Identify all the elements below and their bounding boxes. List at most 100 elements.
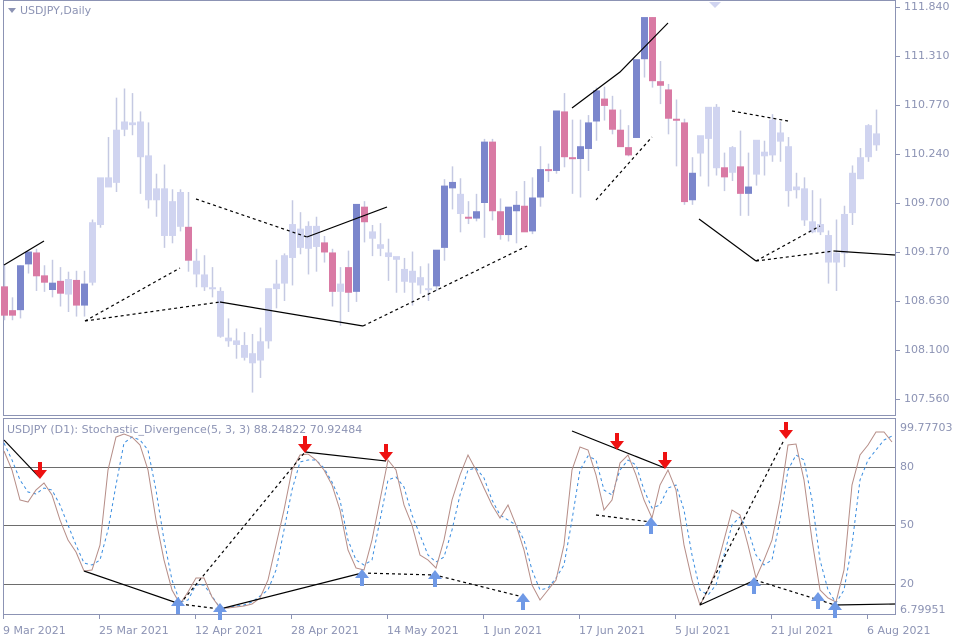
candle-body <box>113 129 120 183</box>
candle-body <box>473 211 480 219</box>
indicator-divergence-line <box>699 439 785 606</box>
buy-arrow-icon <box>516 593 530 610</box>
candle-body <box>713 106 720 169</box>
price-tick-label: 108.630 <box>904 294 950 307</box>
indicator-pane-frame <box>3 418 896 615</box>
candle-body <box>697 135 704 154</box>
candle-body <box>65 279 72 295</box>
candle-body <box>745 186 752 194</box>
collapse-triangle-icon[interactable] <box>8 8 16 13</box>
symbol-title-text: USDJPY,Daily <box>20 4 92 17</box>
main-line <box>3 431 893 609</box>
candle-body <box>201 274 208 288</box>
candle-body <box>609 109 616 130</box>
candle-body <box>385 252 392 258</box>
chart-shift-marker-icon[interactable] <box>709 2 721 8</box>
candle-body <box>57 280 64 294</box>
candle-body <box>753 139 760 175</box>
indicator-divergence-line <box>219 572 363 610</box>
candle-body <box>689 172 696 201</box>
candle-body <box>449 181 456 189</box>
candle-body <box>513 204 520 212</box>
divergence-trendline <box>84 301 221 322</box>
candle-body <box>41 275 48 283</box>
candle-body <box>377 244 384 249</box>
candle-body <box>865 125 872 158</box>
candle-body <box>185 226 192 261</box>
candle-body <box>345 267 352 293</box>
candle-body <box>593 90 600 122</box>
time-tick-label: 14 May 2021 <box>387 624 459 637</box>
candle-body <box>873 133 880 146</box>
time-tick-label: 28 Apr 2021 <box>291 624 360 637</box>
candle-body <box>257 341 264 361</box>
candle-body <box>505 206 512 236</box>
sell-arrow-icon <box>379 444 393 461</box>
main-pane-frame <box>3 0 896 416</box>
buy-arrow-icon <box>355 569 369 586</box>
buy-arrow-icon <box>428 570 442 587</box>
candle-body <box>785 146 792 192</box>
candle-body <box>793 186 800 191</box>
candle-body <box>601 98 608 106</box>
candle-body <box>465 216 472 219</box>
candle-body <box>25 251 32 265</box>
price-tick-label: 109.170 <box>904 245 950 258</box>
candle-body <box>681 122 688 203</box>
candle-body <box>649 17 656 82</box>
candle-body <box>225 337 232 342</box>
buy-arrow-icon <box>828 601 842 618</box>
candle-body <box>817 224 824 233</box>
indicator-divergence-line <box>834 603 896 606</box>
candle-body <box>809 221 816 233</box>
time-tick-label: 6 Aug 2021 <box>867 624 931 637</box>
divergence-trendline <box>731 110 789 122</box>
candle-body <box>169 201 176 236</box>
candle-body <box>641 17 648 60</box>
candle-body <box>849 172 856 214</box>
price-tick-label: 110.770 <box>904 98 950 111</box>
price-tick-label: 109.700 <box>904 196 950 209</box>
candle-body <box>369 231 376 239</box>
candle-body <box>17 265 24 311</box>
candle-body <box>721 167 728 178</box>
candle-body <box>249 353 256 364</box>
divergence-trendline <box>362 245 528 327</box>
indicator-divergence-line <box>699 579 756 606</box>
indicator-divergence-line <box>754 579 836 606</box>
candle-body <box>337 283 344 292</box>
indicator-tick-label: 20 <box>900 577 914 591</box>
candle-body <box>161 188 168 236</box>
divergence-trendline <box>306 206 388 238</box>
candle-body <box>401 268 408 282</box>
candle-body <box>313 225 320 247</box>
candle-body <box>521 205 528 233</box>
candle-body <box>769 119 776 156</box>
candle-body <box>417 277 424 286</box>
candle-body <box>81 283 88 306</box>
time-tick-label: 1 Jun 2021 <box>483 624 543 637</box>
price-tick-label: 111.310 <box>904 49 950 62</box>
candle-body <box>49 282 56 291</box>
candle-body <box>289 224 296 258</box>
candle-body <box>121 121 128 130</box>
indicator-tick-label: 80 <box>900 459 914 473</box>
sell-arrow-icon <box>610 433 624 450</box>
buy-arrow-icon <box>171 597 185 614</box>
indicator-divergence-line <box>179 603 221 610</box>
candle-body <box>233 340 240 345</box>
candle-body <box>153 188 160 201</box>
candle-body <box>177 192 184 227</box>
candle-body <box>825 235 832 263</box>
indicator-divergence-line <box>595 514 652 523</box>
divergence-trendline <box>698 218 757 262</box>
candle-body <box>625 147 632 156</box>
buy-arrow-icon <box>747 577 761 594</box>
time-tick-label: 12 Apr 2021 <box>195 624 264 637</box>
divergence-trendline <box>195 198 308 238</box>
candle-body <box>73 279 80 306</box>
candle-body <box>217 290 224 337</box>
candle-body <box>89 222 96 283</box>
